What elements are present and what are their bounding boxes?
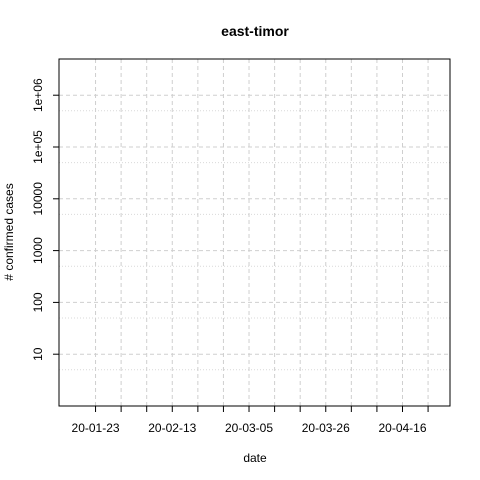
y-tick-label: 1e+05 (31, 130, 45, 164)
grid (59, 59, 450, 406)
y-tick-label: 10000 (31, 182, 45, 216)
x-axis-label: date (243, 451, 267, 465)
x-axis: 20-01-23 20-02-13 20-03-05 20-03-26 20-04-16 (72, 405, 429, 435)
x-tick-label: 20-04-16 (378, 421, 426, 435)
y-tick-label: 100 (31, 292, 45, 312)
x-tick-label: 20-01-23 (72, 421, 120, 435)
y-axis-label: # confirmed cases (2, 183, 16, 280)
x-tick-label: 20-02-13 (148, 421, 196, 435)
y-tick-label: 1000 (31, 237, 45, 264)
chart-title: east-timor (221, 23, 289, 39)
y-tick-label: 10 (31, 347, 45, 361)
x-tick-label: 20-03-05 (225, 421, 273, 435)
y-tick-label: 1e+06 (31, 78, 45, 112)
x-tick-label: 20-03-26 (302, 421, 350, 435)
y-axis: 10 100 1000 10000 1e+05 1e+06 (31, 78, 60, 361)
